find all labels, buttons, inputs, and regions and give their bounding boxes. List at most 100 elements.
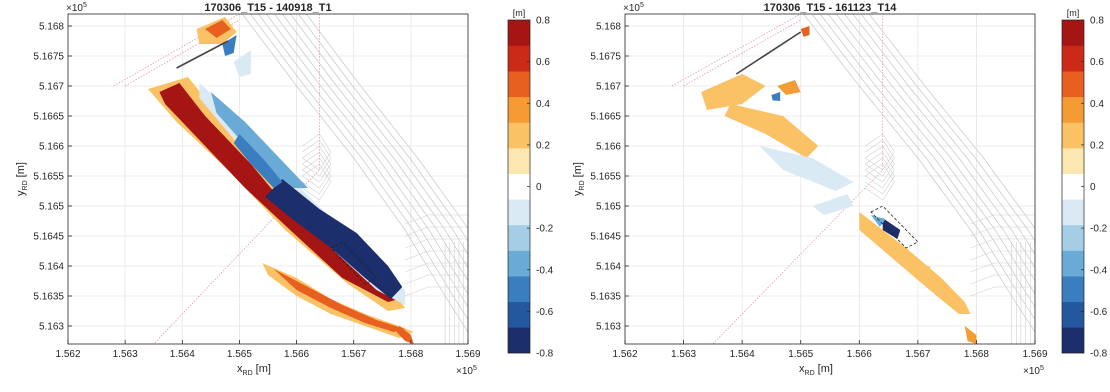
colorbar-tick-label: 0 [536,182,542,193]
change-region [882,218,901,239]
colorbar-segment [508,250,530,277]
colorbar-segment [1062,71,1084,98]
colorbar-tick-label: 0.8 [1090,16,1104,27]
change-region [724,104,819,158]
x-tick-label: 1.566 [284,349,309,360]
x-tick-label: 1.565 [788,349,813,360]
y-tick-label: 5.166 [39,142,64,153]
road-line [864,157,895,195]
colorbar-segment [508,276,530,303]
colorbar-segment [508,327,530,354]
y-multiplier-exp: 5 [83,2,87,9]
y-axis-label-sub: RD [579,180,586,190]
road-line [864,163,895,201]
survey-boundary [124,19,240,87]
y-tick-label: 5.1635 [590,292,621,303]
road-line [302,139,332,177]
change-region [396,326,414,344]
change-region [964,326,977,344]
change-region [233,50,251,77]
road-line [302,133,332,171]
y-tick-label: 5.166 [596,142,621,153]
y-tick-label: 5.1665 [590,112,621,123]
colorbar-segment [508,96,530,123]
y-tick-label: 5.1675 [590,52,621,63]
y-tick-label: 5.1635 [33,292,64,303]
y-tick-label: 5.165 [39,202,64,213]
y-tick-label: 5.1645 [590,232,621,243]
colorbar-segment [508,71,530,98]
road-line [282,14,468,269]
colorbar-segment [508,173,530,200]
change-region [701,74,766,110]
colorbar-tick-label: 0.2 [536,140,550,151]
change-region [800,26,810,37]
road-line [302,163,332,201]
colorbar-segment [1062,250,1084,277]
road-line [258,14,468,308]
change-region [759,146,854,191]
x-tick-label: 1.563 [671,349,696,360]
colorbar-tick-label: 0.4 [536,99,550,110]
y-tick-label: 5.1665 [33,112,64,123]
colorbar-tick-label: 0.2 [1090,140,1104,151]
x-multiplier-exp: 5 [1040,365,1044,372]
y-tick-label: 5.1655 [590,172,621,183]
change-region [912,266,933,280]
road-line [404,286,468,297]
road-line [827,14,1035,295]
colorbar-segment [1062,173,1084,200]
y-tick-label: 5.1675 [33,52,64,63]
road-line [844,14,1035,269]
road-line [302,157,332,195]
road-line [970,214,1035,225]
y-tick-label: 5.1655 [33,172,64,183]
road-line [242,14,468,333]
y-tick-label: 5.168 [596,22,621,33]
change-region [777,80,801,95]
road-line [404,250,468,261]
x-tick-label: 1.562 [55,349,80,360]
road-line [864,133,895,171]
colorbar-unit: [m] [513,8,526,18]
change-region [273,269,406,332]
colorbar-tick-label: -0.4 [1090,265,1108,276]
x-tick-label: 1.564 [170,349,195,360]
colorbar-segment [508,199,530,226]
x-axis-label-unit: [m] [818,363,833,375]
road-line [860,14,1035,242]
colorbar-segment [508,45,530,72]
road-line [404,226,468,237]
change-region [871,215,886,227]
change-region [812,194,854,215]
change-region [771,92,781,101]
y-tick-label: 5.168 [39,22,64,33]
y-axis-label: yRD[m] [572,162,586,196]
colorbar-segment [1062,301,1084,328]
change-region [859,212,971,314]
x-axis-label-sub: RD [805,370,815,377]
x-multiplier: ×105 [456,365,477,377]
dashed-box [330,241,378,285]
road-line [298,14,468,243]
colorbar-tick-label: 0.8 [536,16,550,27]
road-line [250,14,468,321]
survey-boundary [683,19,801,87]
road-line [970,262,1035,273]
colorbar-segment [508,122,530,149]
colorbar-tick-label: -0.2 [1090,224,1108,235]
colorbar-segment [1062,327,1084,354]
x-axis-label: xRD [m] [799,363,833,377]
colorbar-tick-label: -0.6 [1090,307,1108,318]
x-tick-label: 1.568 [964,349,989,360]
x-tick-label: 1.567 [341,349,366,360]
plot-content [625,14,1035,344]
road-line [404,214,468,225]
y-axis-label-unit: [m] [15,162,27,177]
colorbar-tick-label: 0 [1090,182,1096,193]
x-tick-label: 1.568 [398,349,423,360]
dam-line [176,40,229,69]
road-line [306,14,468,230]
x-axis-label-sub: RD [243,370,253,377]
colorbar-tick-label: -0.2 [536,224,554,235]
